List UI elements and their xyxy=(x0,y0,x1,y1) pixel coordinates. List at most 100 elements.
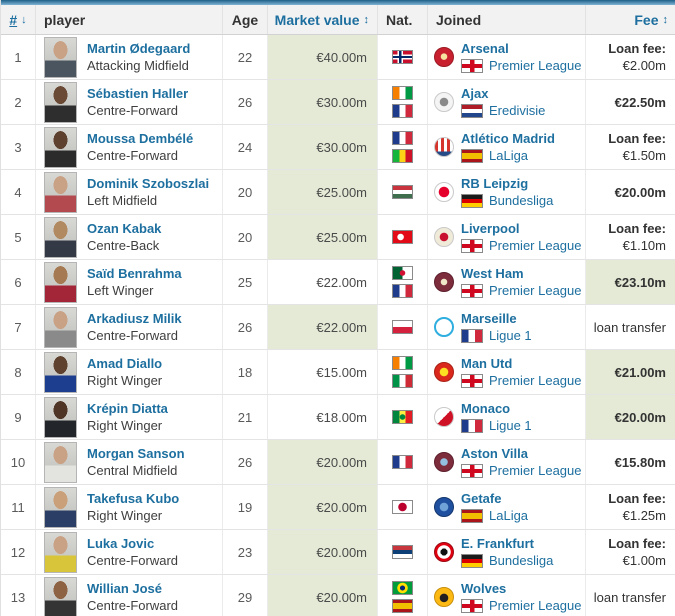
club-link[interactable]: Marseille xyxy=(461,311,517,326)
marseille-crest-icon[interactable] xyxy=(434,317,454,337)
league-link[interactable]: Premier League xyxy=(489,58,582,73)
ajax-crest-icon[interactable] xyxy=(434,92,454,112)
player-photo[interactable] xyxy=(44,81,77,123)
player-name-link[interactable]: Moussa Dembélé xyxy=(87,131,194,146)
player-cell: Dominik Szoboszlai Left Midfield xyxy=(36,170,223,214)
rank-cell: 9 xyxy=(1,395,36,439)
club-link[interactable]: E. Frankfurt xyxy=(461,536,534,551)
sort-down-icon: ↓ xyxy=(21,13,27,26)
algeria-flag-icon xyxy=(392,266,413,280)
club-link[interactable]: Ajax xyxy=(461,86,489,101)
spain-flag-icon xyxy=(461,148,483,163)
league-link[interactable]: Ligue 1 xyxy=(489,418,532,433)
england-flag-icon xyxy=(461,373,483,388)
england-flag-icon xyxy=(461,598,483,613)
player-info: Martin Ødegaard Attacking Midfield xyxy=(87,40,190,74)
brazil-flag-icon xyxy=(392,581,413,595)
league-link[interactable]: Ligue 1 xyxy=(489,328,532,343)
player-name-link[interactable]: Amad Diallo xyxy=(87,356,163,371)
player-name-link[interactable]: Saïd Benrahma xyxy=(87,266,182,281)
fee-cell: Loan fee: €1.10m xyxy=(586,215,675,259)
joined-cell: Monaco Ligue 1 xyxy=(428,395,586,439)
player-name-link[interactable]: Arkadiusz Milik xyxy=(87,311,182,326)
club-link[interactable]: Getafe xyxy=(461,491,502,506)
england-flag-icon xyxy=(461,238,483,253)
club-link[interactable]: Aston Villa xyxy=(461,446,528,461)
joined-cell: West Ham Premier League xyxy=(428,260,586,304)
player-name-link[interactable]: Ozan Kabak xyxy=(87,221,162,236)
player-photo[interactable] xyxy=(44,36,77,78)
player-photo[interactable] xyxy=(44,351,77,393)
club-link[interactable]: Liverpool xyxy=(461,221,520,236)
league-row: Premier League xyxy=(461,282,582,299)
rank-cell: 12 xyxy=(1,530,36,574)
player-name-link[interactable]: Dominik Szoboszlai xyxy=(87,176,210,191)
man-utd-crest-icon[interactable] xyxy=(434,362,454,382)
player-name-link[interactable]: Sébastien Haller xyxy=(87,86,189,101)
club-link[interactable]: Arsenal xyxy=(461,41,509,56)
age-cell: 26 xyxy=(223,440,268,484)
e-frankfurt-crest-icon[interactable] xyxy=(434,542,454,562)
league-row: Premier League xyxy=(461,597,582,614)
club-link[interactable]: Wolves xyxy=(461,581,507,596)
player-photo[interactable] xyxy=(44,171,77,213)
league-link[interactable]: LaLiga xyxy=(489,508,529,523)
player-photo[interactable] xyxy=(44,486,77,528)
joined-info: Man Utd Premier League xyxy=(461,355,582,389)
player-name-link[interactable]: Willian José xyxy=(87,581,163,596)
header-fee-sort[interactable]: Fee ↕ xyxy=(634,11,668,28)
player-name-link[interactable]: Krépin Diatta xyxy=(87,401,168,416)
player-photo[interactable] xyxy=(44,576,77,616)
league-link[interactable]: Premier League xyxy=(489,283,582,298)
joined-cell: Atlético Madrid LaLiga xyxy=(428,125,586,169)
player-name-link[interactable]: Takefusa Kubo xyxy=(87,491,180,506)
england-flag-icon xyxy=(461,463,483,478)
header-market-value-sort[interactable]: Market value ↕ xyxy=(268,5,378,34)
player-name-link[interactable]: Morgan Sanson xyxy=(87,446,185,461)
atletico-crest-icon[interactable] xyxy=(434,137,454,157)
joined-info: Marseille Ligue 1 xyxy=(461,310,532,344)
league-link[interactable]: Eredivisie xyxy=(489,103,546,118)
getafe-crest-icon[interactable] xyxy=(434,497,454,517)
arsenal-crest-icon[interactable] xyxy=(434,47,454,67)
west-ham-crest-icon[interactable] xyxy=(434,272,454,292)
club-link[interactable]: Monaco xyxy=(461,401,511,416)
league-link[interactable]: Premier League xyxy=(489,598,582,613)
monaco-crest-icon[interactable] xyxy=(434,407,454,427)
rb-leipzig-crest-icon[interactable] xyxy=(434,182,454,202)
club-link[interactable]: West Ham xyxy=(461,266,524,281)
league-link[interactable]: LaLiga xyxy=(489,148,529,163)
header-nationality: Nat. xyxy=(378,5,428,34)
nationality-cell xyxy=(378,485,428,529)
joined-info: West Ham Premier League xyxy=(461,265,582,299)
player-info: Arkadiusz Milik Centre-Forward xyxy=(87,310,182,344)
market-value-cell: €30.00m xyxy=(268,125,378,169)
league-link[interactable]: Premier League xyxy=(489,463,582,478)
player-cell: Luka Jovic Centre-Forward xyxy=(36,530,223,574)
market-value-cell: €18.00m xyxy=(268,395,378,439)
club-link[interactable]: RB Leipzig xyxy=(461,176,529,191)
player-name-link[interactable]: Luka Jovic xyxy=(87,536,155,551)
club-link[interactable]: Atlético Madrid xyxy=(461,131,555,146)
league-link[interactable]: Bundesliga xyxy=(489,553,554,568)
player-photo[interactable] xyxy=(44,216,77,258)
fee-cell: €20.00m xyxy=(586,395,675,439)
liverpool-crest-icon[interactable] xyxy=(434,227,454,247)
league-link[interactable]: Premier League xyxy=(489,373,582,388)
league-link[interactable]: Premier League xyxy=(489,238,582,253)
player-photo[interactable] xyxy=(44,306,77,348)
player-photo[interactable] xyxy=(44,396,77,438)
player-photo[interactable] xyxy=(44,531,77,573)
header-rank-sort[interactable]: # ↓ xyxy=(1,5,36,34)
league-link[interactable]: Bundesliga xyxy=(489,193,554,208)
player-photo[interactable] xyxy=(44,261,77,303)
player-photo[interactable] xyxy=(44,441,77,483)
nationality-cell xyxy=(378,350,428,394)
player-photo[interactable] xyxy=(44,126,77,168)
club-link[interactable]: Man Utd xyxy=(461,356,513,371)
league-row: Ligue 1 xyxy=(461,417,532,434)
player-name-link[interactable]: Martin Ødegaard xyxy=(87,41,191,56)
wolves-crest-icon[interactable] xyxy=(434,587,454,607)
aston-villa-crest-icon[interactable] xyxy=(434,452,454,472)
table-header-row: # ↓ player Age Market value ↕ Nat. Joine… xyxy=(1,5,675,35)
